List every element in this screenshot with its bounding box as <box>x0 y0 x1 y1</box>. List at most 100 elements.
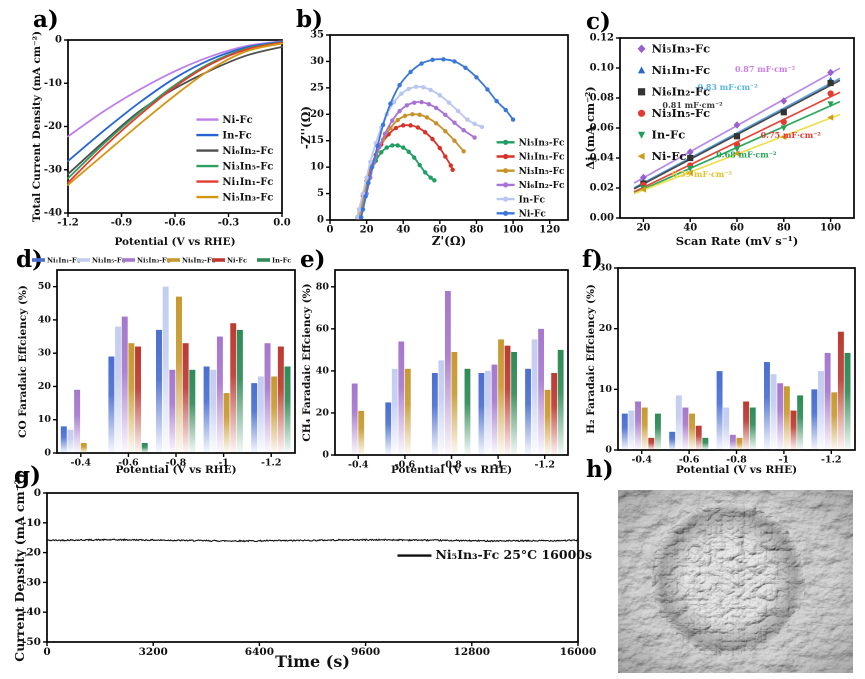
data-point <box>474 75 479 80</box>
legend-marker <box>637 66 646 74</box>
legend-label: In-Fc <box>519 195 546 205</box>
y-tick-label: -10 <box>22 517 41 529</box>
bar-In-Fc <box>797 395 804 450</box>
x-tick-label: 16000 <box>560 646 597 658</box>
data-point <box>412 100 417 105</box>
chart-nyquist-eis: 0 20 40 60 80 100 120 0 5 10 15 20 25 30 35 Z'(Ω) -Z''(Ω… <box>299 30 569 248</box>
bar-Ni₅In₃-Fc <box>398 341 405 455</box>
x-tick-label: 0 <box>327 224 334 235</box>
data-point <box>430 57 435 63</box>
bar-Ni₁In₁-Fc <box>251 383 258 453</box>
chart-cdl-scan-rate: 20 40 60 80 100 0.00 0.02 0.04 0.06 0.08 0.10 0.12 S… <box>583 33 855 248</box>
bar-Ni₆In₂-Fc <box>831 392 838 450</box>
bar-Ni₅In₃-Fc <box>824 352 831 450</box>
legend: Ni₅In₃-Fc 25°C 16000s <box>397 547 592 562</box>
bar-Ni₅In₃-Fc <box>216 336 223 453</box>
series-group <box>355 57 516 220</box>
bar-Ni₆In₂-Fc <box>80 443 87 453</box>
series-Ni₅In₃-Fc <box>67 42 283 186</box>
y-tick-label: -40 <box>44 208 62 219</box>
x-axis-label: Z'(Ω) <box>432 234 466 248</box>
data-point <box>441 57 446 62</box>
data-point <box>687 154 694 162</box>
bar-Ni₆In₂-Fc <box>736 437 743 450</box>
data-point <box>413 84 419 90</box>
legend-marker <box>637 88 646 96</box>
y-tick-label: -30 <box>44 164 62 175</box>
bar-Ni₁In₁-Fc <box>811 389 818 450</box>
y-tick-label: 20 <box>599 323 613 334</box>
data-point <box>686 169 693 177</box>
x-tick-label: -1 <box>493 459 504 470</box>
bar-Ni₆In₂-Fc <box>176 296 182 453</box>
data-point <box>463 65 468 70</box>
y-tick-label: 80 <box>316 281 330 292</box>
series-group: -0.4 -0.6 -0.8 -1 -1.2 <box>621 331 851 465</box>
data-point <box>388 101 393 106</box>
y-tick-label: 0.02 <box>590 183 614 194</box>
legend-label: Ni₆In₂-Fc <box>182 256 216 264</box>
x-tick-label: 60 <box>433 224 447 235</box>
bar-Ni₅In₃-Fc <box>74 389 81 453</box>
bar-Ni-Fc <box>277 346 284 453</box>
data-point <box>368 159 373 165</box>
data-point <box>406 149 411 155</box>
y-axis-label: CO Faradaic Effciency (%) <box>17 285 29 438</box>
bar-Ni₅In₃-Fc <box>729 434 736 450</box>
x-tick-label: -1 <box>779 454 790 465</box>
data-point <box>430 136 435 142</box>
y-tick-label: 30 <box>38 348 52 359</box>
data-point <box>419 61 424 66</box>
data-point <box>401 123 406 128</box>
y-tick-label: 0.06 <box>590 123 614 134</box>
bar-Ni₃In₅-Fc <box>257 376 264 453</box>
x-tick-label: 12800 <box>454 646 491 658</box>
bar-Ni₆In₂-Fc <box>689 413 696 450</box>
legend-label: Ni₆In₂-Fc <box>222 146 273 157</box>
series-Ni₆In₂-Fc <box>67 46 283 175</box>
axes: 0 20 40 60 80 100 120 0 5 10 15 20 25 30 35 Z'(Ω) -Z''(Ω… <box>299 30 569 248</box>
legend: Ni₁In₁-Fc Ni₃In₅-Fc Ni₅In₃-Fc Ni₆In₂-Fc Ni-F… <box>32 256 291 264</box>
bar-Ni₁In₁-Fc <box>156 329 162 453</box>
data-point <box>639 186 647 193</box>
x-tick-label: 120 <box>539 224 560 235</box>
x-axis-label: Potential (V vs RHE) <box>391 464 512 476</box>
data-point <box>380 122 386 128</box>
x-axis-label: Potential (V vs RHE) <box>115 464 236 476</box>
x-tick-label: -0.6 <box>679 454 700 465</box>
chart-lsv-curves: -1.2 -0.9 -0.6 -0.3 0.0 0 -10 -20 -30 -40 Potentia… <box>31 31 291 248</box>
series-line-Ni₃In₅-Fc <box>358 113 465 218</box>
legend-label: Ni₆In₂-Fc <box>652 85 711 99</box>
x-tick-label: 0 <box>43 646 50 658</box>
bar-Ni₁In₁-Fc <box>108 356 115 453</box>
data-point <box>360 207 366 212</box>
data-point <box>443 129 448 134</box>
data-point <box>384 145 389 150</box>
bar-Ni-Fc <box>135 346 142 453</box>
bar-Ni₆In₂-Fc <box>451 351 458 455</box>
y-tick-label: -20 <box>22 547 41 559</box>
bar-Ni-Fc <box>695 425 702 450</box>
bar-Ni₃In₅-Fc <box>818 371 824 450</box>
y-tick-label: 30 <box>599 263 613 274</box>
legend-marker <box>637 109 646 117</box>
y-tick-label: 15 <box>310 135 324 146</box>
bar-Ni₆In₂-Fc <box>128 343 135 453</box>
x-tick-label: -1 <box>218 457 229 468</box>
y-axis-label: Total Current Density (mA cm⁻²) <box>31 31 43 222</box>
bar-Ni₃In₅-Fc <box>770 374 777 450</box>
bar-Ni₅In₃-Fc <box>491 364 498 455</box>
y-tick-label: -50 <box>22 636 41 648</box>
data-point <box>419 99 424 105</box>
data-point <box>417 162 422 168</box>
x-tick-label: 20 <box>636 222 650 233</box>
data-point <box>450 167 455 172</box>
data-point <box>423 170 428 175</box>
data-point <box>428 87 433 93</box>
x-tick-label: -1.2 <box>534 459 554 470</box>
legend-label: Ni₁In₁-Fc <box>519 153 565 163</box>
bar-Ni₅In₃-Fc <box>538 328 544 455</box>
data-point <box>461 127 466 133</box>
panel-label-e: e) <box>300 246 326 273</box>
y-tick-label: 5 <box>317 188 324 199</box>
